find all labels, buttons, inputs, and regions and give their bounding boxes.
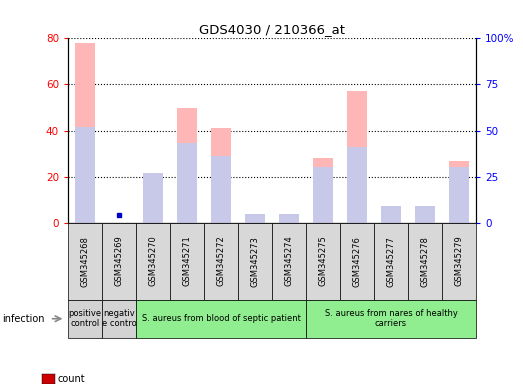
Bar — [415, 206, 435, 223]
FancyBboxPatch shape — [306, 300, 476, 338]
FancyBboxPatch shape — [136, 300, 306, 338]
FancyBboxPatch shape — [170, 223, 204, 300]
Text: count: count — [58, 374, 85, 384]
Bar — [347, 91, 367, 223]
Bar — [381, 209, 401, 223]
Text: GSM345279: GSM345279 — [454, 236, 463, 286]
Bar — [313, 167, 333, 223]
Text: GSM345274: GSM345274 — [285, 236, 293, 286]
Text: GSM345273: GSM345273 — [251, 236, 259, 286]
Bar — [211, 156, 231, 223]
FancyBboxPatch shape — [408, 223, 442, 300]
Bar — [143, 174, 163, 223]
Text: positive
control: positive control — [69, 309, 101, 328]
FancyBboxPatch shape — [374, 223, 408, 300]
Bar — [75, 127, 95, 223]
Bar — [313, 158, 333, 223]
Bar — [177, 108, 197, 223]
Bar — [211, 128, 231, 223]
FancyBboxPatch shape — [238, 223, 272, 300]
Text: GSM345271: GSM345271 — [183, 236, 191, 286]
Bar — [177, 144, 197, 223]
Bar — [449, 167, 469, 223]
FancyBboxPatch shape — [136, 223, 170, 300]
Text: GSM345278: GSM345278 — [420, 236, 429, 286]
Title: GDS4030 / 210366_at: GDS4030 / 210366_at — [199, 23, 345, 36]
Bar — [245, 214, 265, 223]
Bar — [143, 173, 163, 223]
Bar — [75, 43, 95, 223]
Text: GSM345276: GSM345276 — [353, 236, 361, 286]
Text: GSM345272: GSM345272 — [217, 236, 225, 286]
FancyBboxPatch shape — [68, 300, 102, 338]
FancyBboxPatch shape — [68, 223, 102, 300]
Text: GSM345269: GSM345269 — [115, 236, 123, 286]
Text: S. aureus from nares of healthy
carriers: S. aureus from nares of healthy carriers — [324, 309, 458, 328]
Bar — [449, 161, 469, 223]
Text: GSM345275: GSM345275 — [319, 236, 327, 286]
Text: GSM345268: GSM345268 — [81, 236, 89, 286]
Text: infection: infection — [3, 314, 45, 324]
FancyBboxPatch shape — [306, 223, 340, 300]
Bar — [415, 209, 435, 223]
Bar — [381, 206, 401, 223]
FancyBboxPatch shape — [204, 223, 238, 300]
Text: negativ
e contro: negativ e contro — [101, 309, 137, 328]
FancyBboxPatch shape — [340, 223, 374, 300]
FancyBboxPatch shape — [272, 223, 306, 300]
Text: GSM345277: GSM345277 — [386, 236, 395, 286]
FancyBboxPatch shape — [102, 223, 136, 300]
Bar — [347, 147, 367, 223]
Bar — [279, 214, 299, 223]
Text: S. aureus from blood of septic patient: S. aureus from blood of septic patient — [142, 314, 300, 323]
FancyBboxPatch shape — [102, 300, 136, 338]
Text: GSM345270: GSM345270 — [149, 236, 157, 286]
FancyBboxPatch shape — [442, 223, 476, 300]
